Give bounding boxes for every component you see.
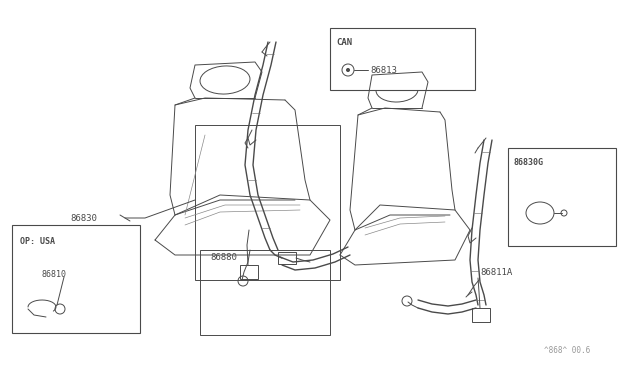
Bar [240, 265, 258, 279]
Text: 86830: 86830 [70, 214, 97, 222]
Bar [508, 148, 616, 246]
Bar [195, 125, 340, 280]
Text: ^868^ 00.6: ^868^ 00.6 [544, 346, 590, 355]
Circle shape [346, 68, 349, 71]
Text: 86830G: 86830G [514, 158, 544, 167]
Bar [278, 252, 296, 264]
Text: 86813: 86813 [370, 65, 397, 74]
Text: 86810: 86810 [42, 270, 67, 279]
Bar [330, 28, 475, 90]
Bar [200, 250, 330, 335]
Text: 86811A: 86811A [480, 268, 512, 277]
Text: 86880: 86880 [210, 253, 237, 262]
Text: OP: USA: OP: USA [20, 237, 55, 246]
Text: CAN: CAN [336, 38, 352, 47]
Bar [472, 308, 490, 322]
Bar [12, 225, 140, 333]
